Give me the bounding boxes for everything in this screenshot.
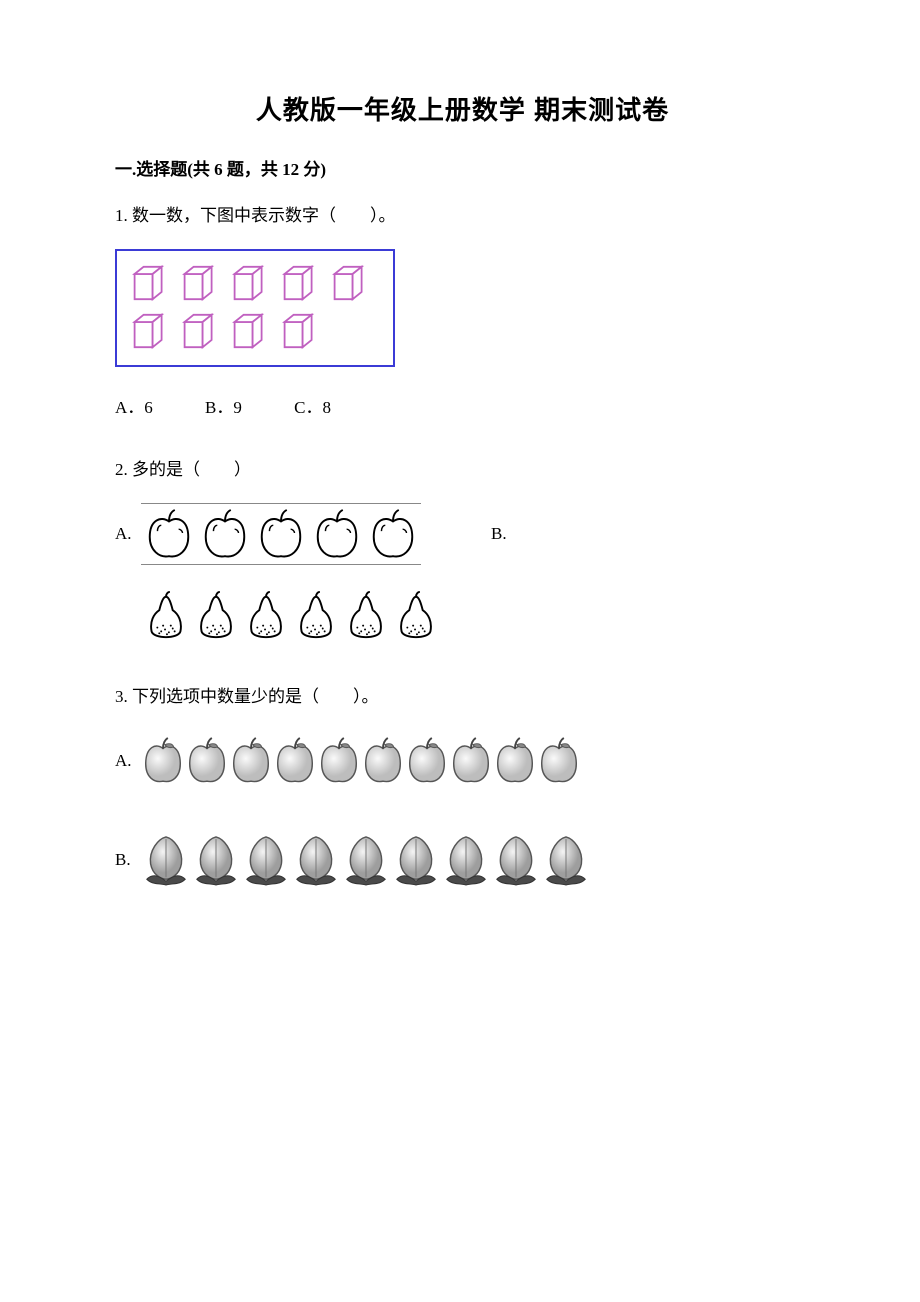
- q2-pears-figure: [141, 587, 441, 645]
- q1-opt-c: C．8: [294, 398, 331, 417]
- cube-icon: [281, 263, 317, 303]
- peach-icon: [191, 833, 241, 887]
- q2-label-b: B.: [491, 524, 507, 544]
- q3-apples-figure: [141, 737, 581, 785]
- cube-icon: [331, 263, 367, 303]
- cube-icon: [181, 263, 217, 303]
- peach-icon: [341, 833, 391, 887]
- q3-row-b: B.: [115, 833, 810, 887]
- q1-cubes-figure: [115, 249, 395, 367]
- pear-icon: [393, 591, 439, 641]
- cube-icon: [181, 311, 217, 351]
- apple-icon: [311, 508, 363, 560]
- peach-icon: [141, 833, 191, 887]
- apple-gray-icon: [405, 737, 449, 785]
- q1-opt-b: B．9: [205, 398, 242, 417]
- q2-label-a: A.: [115, 524, 137, 544]
- q3-label-a: A.: [115, 751, 137, 771]
- apple-icon: [143, 508, 195, 560]
- apple-gray-icon: [537, 737, 581, 785]
- pear-icon: [143, 591, 189, 641]
- cube-icon: [131, 311, 167, 351]
- page: 人教版一年级上册数学 期末测试卷 一.选择题(共 6 题，共 12 分) 1. …: [0, 0, 920, 1302]
- q1-options: A．6 B．9 C．8: [115, 393, 810, 418]
- q3-text: 3. 下列选项中数量少的是（ ）。: [115, 683, 810, 710]
- peach-icon: [391, 833, 441, 887]
- apple-gray-icon: [493, 737, 537, 785]
- q2-text: 2. 多的是（ ）: [115, 456, 810, 483]
- apple-gray-icon: [185, 737, 229, 785]
- q3-label-b: B.: [115, 850, 137, 870]
- peach-icon: [241, 833, 291, 887]
- question-2: 2. 多的是（ ） A. B. .: [115, 456, 810, 645]
- q1-text: 1. 数一数，下图中表示数字（ ）。: [115, 202, 810, 229]
- q3-peaches-figure: [141, 833, 591, 887]
- cube-icon: [231, 263, 267, 303]
- section-header: 一.选择题(共 6 题，共 12 分): [115, 155, 810, 180]
- cube-icon: [281, 311, 317, 351]
- apple-gray-icon: [229, 737, 273, 785]
- pear-icon: [343, 591, 389, 641]
- apple-gray-icon: [317, 737, 361, 785]
- q3-row-a: A.: [115, 737, 810, 785]
- q2-row-b: .: [115, 587, 810, 645]
- cube-icon: [131, 263, 167, 303]
- q1-opt-a: A．6: [115, 398, 153, 417]
- pear-icon: [193, 591, 239, 641]
- q2-apples-figure: [141, 503, 421, 565]
- cube-icon: [231, 311, 267, 351]
- peach-icon: [291, 833, 341, 887]
- peach-icon: [541, 833, 591, 887]
- apple-icon: [199, 508, 251, 560]
- apple-icon: [367, 508, 419, 560]
- peach-icon: [491, 833, 541, 887]
- apple-gray-icon: [273, 737, 317, 785]
- apple-icon: [255, 508, 307, 560]
- cube-row-2: [131, 311, 379, 351]
- pear-icon: [243, 591, 289, 641]
- cube-row-1: [131, 263, 379, 303]
- apple-gray-icon: [449, 737, 493, 785]
- apple-gray-icon: [361, 737, 405, 785]
- question-1: 1. 数一数，下图中表示数字（ ）。: [115, 202, 810, 418]
- q2-row-a: A. B.: [115, 503, 810, 565]
- question-3: 3. 下列选项中数量少的是（ ）。 A.: [115, 683, 810, 886]
- peach-icon: [441, 833, 491, 887]
- doc-title: 人教版一年级上册数学 期末测试卷: [115, 90, 810, 127]
- pear-icon: [293, 591, 339, 641]
- apple-gray-icon: [141, 737, 185, 785]
